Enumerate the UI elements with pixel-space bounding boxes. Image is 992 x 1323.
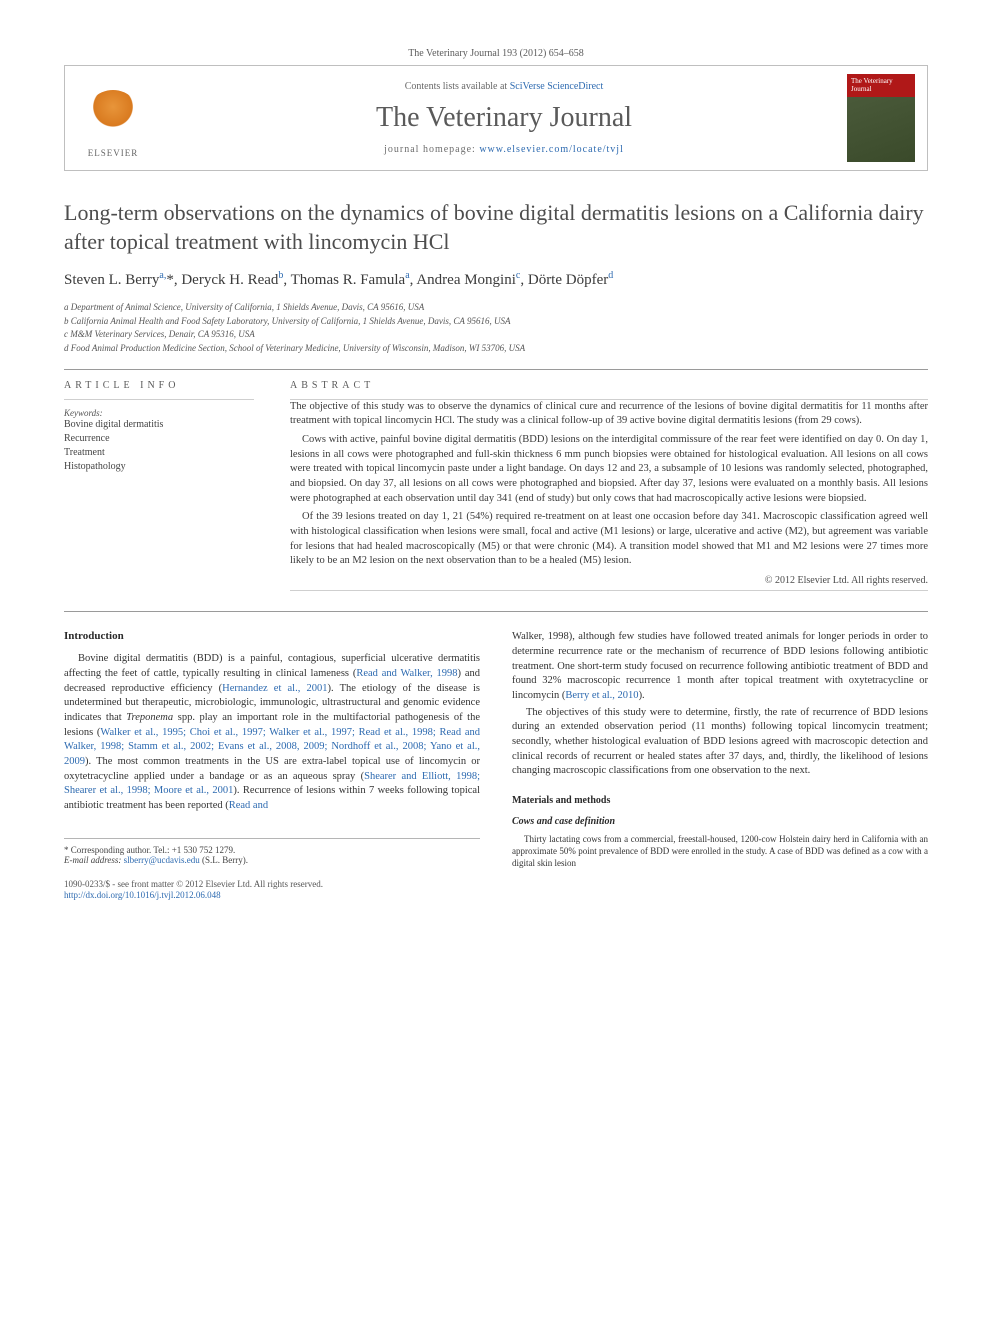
cover-thumb-title: The Veterinary Journal [847,74,915,97]
keyword-item: Recurrence [64,432,254,446]
journal-masthead: ELSEVIER Contents lists available at Sci… [64,65,928,171]
body-columns: Introduction Bovine digital dermatitis (… [64,630,928,902]
keyword-item: Histopathology [64,460,254,474]
journal-name: The Veterinary Journal [161,102,847,134]
scidirect-link[interactable]: SciVerse ScienceDirect [510,81,604,92]
divider [64,611,928,612]
affiliation-item: d Food Animal Production Medicine Sectio… [64,342,928,355]
elsevier-label: ELSEVIER [88,148,139,158]
masthead-center: Contents lists available at SciVerse Sci… [161,81,847,155]
divider [64,399,254,400]
email-label: E-mail address: [64,855,121,865]
materials-methods-heading: Materials and methods [512,795,928,806]
contents-available-line: Contents lists available at SciVerse Sci… [161,81,847,92]
right-column: Walker, 1998), although few studies have… [512,630,928,902]
left-column: Introduction Bovine digital dermatitis (… [64,630,480,902]
abstract-paragraph: The objective of this study was to obser… [290,400,928,429]
front-matter-line: 1090-0233/$ - see front matter © 2012 El… [64,879,480,891]
footer-meta: 1090-0233/$ - see front matter © 2012 El… [64,879,480,902]
article-info-col: ARTICLE INFO Keywords: Bovine digital de… [64,380,254,592]
keyword-item: Treatment [64,446,254,460]
article-title: Long-term observations on the dynamics o… [64,199,928,256]
abstract-copyright: © 2012 Elsevier Ltd. All rights reserved… [290,575,928,586]
mm-text: Thirty lactating cows from a commercial,… [512,833,928,869]
article-info-heading: ARTICLE INFO [64,380,254,391]
divider [64,369,928,370]
abstract-paragraph: Cows with active, painful bovine digital… [290,433,928,506]
affiliation-item: b California Animal Health and Food Safe… [64,315,928,328]
col2-text: Walker, 1998), although few studies have… [512,630,928,779]
doi-link[interactable]: http://dx.doi.org/10.1016/j.tvjl.2012.06… [64,890,221,900]
abstract-paragraph: Of the 39 lesions treated on day 1, 21 (… [290,510,928,569]
divider [290,590,928,591]
cows-case-def-heading: Cows and case definition [512,816,928,827]
journal-cover-thumb: The Veterinary Journal [847,74,915,162]
contents-prefix: Contents lists available at [405,81,510,92]
introduction-heading: Introduction [64,630,480,642]
authors-list: Steven L. Berrya,*, Deryck H. Readb, Tho… [64,270,928,289]
running-header: The Veterinary Journal 193 (2012) 654–65… [64,48,928,59]
abstract-col: ABSTRACT The objective of this study was… [290,380,928,592]
homepage-prefix: journal homepage: [384,144,479,155]
elsevier-logo: ELSEVIER [77,78,149,158]
body-paragraph: The objectives of this study were to det… [512,706,928,779]
intro-text: Bovine digital dermatitis (BDD) is a pai… [64,652,480,814]
elsevier-tree-icon [85,90,141,146]
email-suffix: (S.L. Berry). [202,855,248,865]
keywords-label: Keywords: [64,408,254,418]
cover-thumb-image [847,97,915,162]
body-paragraph: Walker, 1998), although few studies have… [512,630,928,703]
body-paragraph: Thirty lactating cows from a commercial,… [512,833,928,869]
corr-email-line: E-mail address: slberry@ucdavis.edu (S.L… [64,855,480,865]
homepage-line: journal homepage: www.elsevier.com/locat… [161,144,847,155]
affiliation-item: c M&M Veterinary Services, Denair, CA 95… [64,328,928,341]
body-paragraph: Bovine digital dermatitis (BDD) is a pai… [64,652,480,814]
keyword-item: Bovine digital dermatitis [64,418,254,432]
info-abstract-row: ARTICLE INFO Keywords: Bovine digital de… [64,380,928,592]
keywords-list: Bovine digital dermatitis Recurrence Tre… [64,418,254,474]
abstract-heading: ABSTRACT [290,380,928,391]
affiliation-item: a Department of Animal Science, Universi… [64,301,928,314]
corresponding-author-footnote: * Corresponding author. Tel.: +1 530 752… [64,838,480,865]
homepage-link[interactable]: www.elsevier.com/locate/tvjl [479,144,624,155]
corr-author-line: * Corresponding author. Tel.: +1 530 752… [64,845,480,855]
affiliations: a Department of Animal Science, Universi… [64,301,928,354]
email-link[interactable]: slberry@ucdavis.edu [124,855,200,865]
